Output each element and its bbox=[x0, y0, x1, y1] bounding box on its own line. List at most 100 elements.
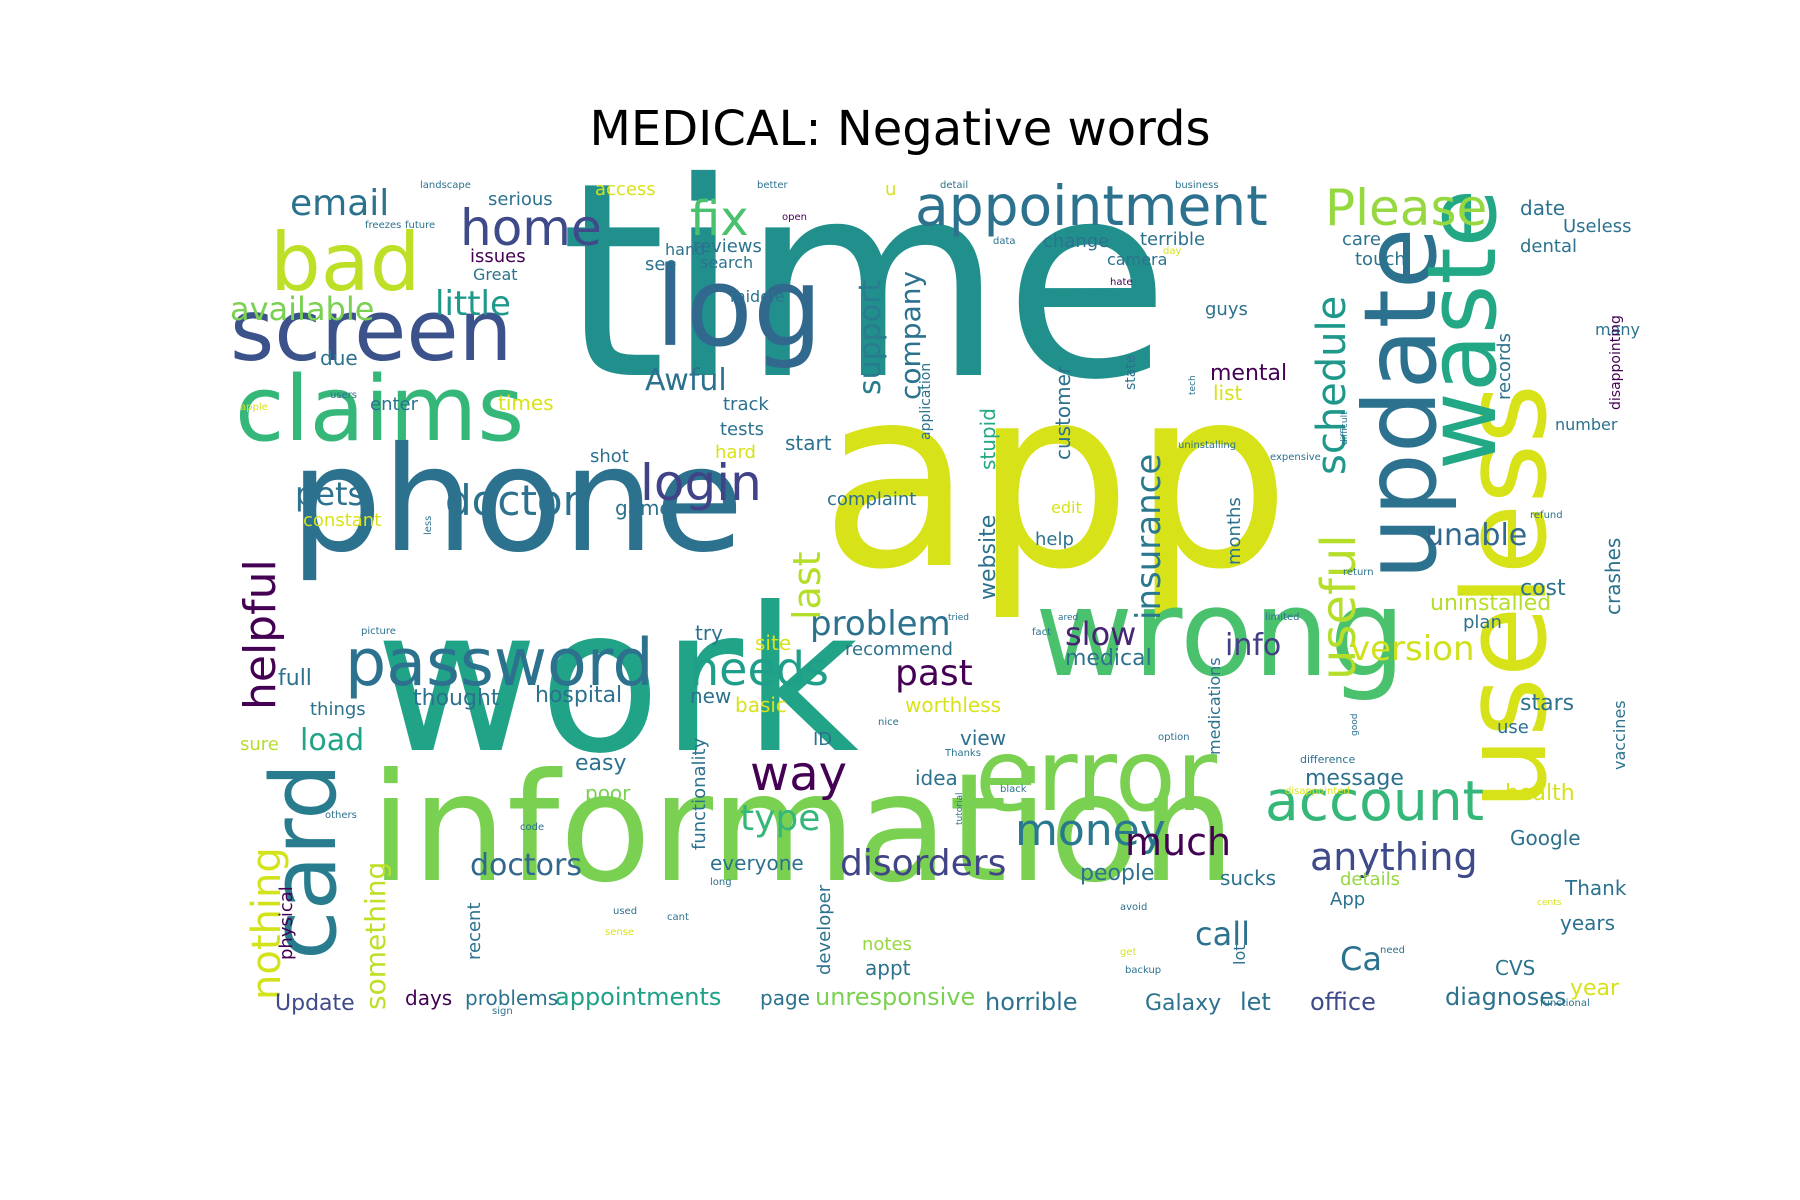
word-limited: limited bbox=[1265, 612, 1300, 623]
word-tutorial: tutorial bbox=[955, 793, 965, 825]
word-password: password bbox=[345, 626, 654, 701]
word-wrong: wrong bbox=[1035, 565, 1406, 704]
word-terrible: terrible bbox=[1140, 229, 1205, 250]
word-stars: stars bbox=[1520, 691, 1574, 716]
word-day: day bbox=[1163, 246, 1181, 257]
word-error: error bbox=[975, 717, 1218, 834]
word-black: black bbox=[1000, 784, 1027, 795]
word-worthless: worthless bbox=[905, 693, 1001, 717]
word-list: list bbox=[1213, 381, 1243, 405]
word-insurance: insurance bbox=[1129, 454, 1169, 620]
word-useless: Useless bbox=[1563, 216, 1631, 237]
word-things: things bbox=[310, 699, 366, 720]
word-easy: easy bbox=[575, 751, 627, 776]
word-hospital: hospital bbox=[535, 683, 622, 708]
word-camera: camera bbox=[1107, 250, 1167, 269]
word-diagnoses: diagnoses bbox=[1445, 983, 1567, 1011]
word-horrible: horrible bbox=[985, 988, 1078, 1016]
word-id: ID bbox=[813, 729, 832, 750]
word-option: option bbox=[1158, 732, 1190, 743]
word-future: future bbox=[405, 220, 435, 231]
word-doctor: doctor bbox=[445, 476, 581, 525]
word-cvs: CVS bbox=[1495, 956, 1535, 980]
word-access: access bbox=[595, 179, 656, 200]
word-ared: ared bbox=[1058, 613, 1078, 623]
word-past: past bbox=[895, 653, 973, 694]
word-issues: issues bbox=[470, 246, 526, 267]
word-something: something bbox=[359, 862, 392, 1010]
word-hand: hand bbox=[665, 240, 705, 259]
word-details: details bbox=[1340, 869, 1400, 890]
word-edit: edit bbox=[1051, 498, 1082, 517]
word-google: Google bbox=[1510, 826, 1581, 850]
word-tests: tests bbox=[720, 419, 764, 440]
word-appointment: appointment bbox=[915, 174, 1268, 238]
word-change: change bbox=[1043, 231, 1109, 252]
word-useful: useful bbox=[1311, 534, 1367, 680]
word-call: call bbox=[1195, 915, 1250, 953]
word-message: message bbox=[1305, 766, 1404, 791]
word-customer: customer bbox=[1051, 365, 1075, 460]
word-unable: unable bbox=[1425, 518, 1527, 553]
word-business: business bbox=[1175, 180, 1219, 191]
word-version: version bbox=[1350, 629, 1475, 669]
word-reviews: reviews bbox=[693, 236, 762, 257]
word-home: home bbox=[460, 199, 602, 257]
word-way: way bbox=[750, 746, 847, 802]
word-disappointed: disappointed bbox=[1285, 786, 1350, 797]
word-crashes: crashes bbox=[1601, 538, 1625, 615]
word-doctors: doctors bbox=[470, 848, 582, 883]
word-days: days bbox=[405, 986, 452, 1010]
word-available: available bbox=[230, 290, 374, 328]
word-card: card bbox=[252, 763, 357, 960]
word-code: code bbox=[520, 822, 544, 833]
word-difficult: difficult bbox=[1340, 411, 1350, 445]
word-return: return bbox=[1343, 567, 1374, 578]
word-tried: tried bbox=[948, 613, 969, 623]
word-need: need bbox=[1380, 945, 1405, 956]
word-info: info bbox=[1225, 628, 1281, 663]
word-mental: mental bbox=[1210, 361, 1287, 386]
word-users: users bbox=[330, 390, 357, 401]
word-vaccines: vaccines bbox=[1610, 700, 1629, 770]
word-lot: lot bbox=[1230, 944, 1249, 965]
word-due: due bbox=[320, 346, 358, 370]
word-fix: fix bbox=[690, 191, 749, 247]
word-app: app bbox=[820, 333, 1291, 624]
word-sure: sure bbox=[240, 734, 279, 755]
word-touch: touch bbox=[1355, 249, 1406, 270]
word-game: game bbox=[615, 496, 672, 520]
word-phone: phone bbox=[290, 416, 744, 585]
word-avoid: avoid bbox=[1120, 902, 1147, 913]
word-sense: sense bbox=[605, 927, 634, 938]
word-galaxy: Galaxy bbox=[1145, 991, 1221, 1016]
word-try: try bbox=[695, 621, 723, 645]
word-medications: medications bbox=[1205, 657, 1224, 755]
word-search: search bbox=[700, 253, 753, 272]
word-update: update bbox=[1342, 228, 1459, 580]
word-site: site bbox=[755, 631, 791, 655]
word-years: years bbox=[1560, 911, 1615, 935]
word-picture: picture bbox=[361, 626, 396, 637]
word-nothing: nothing bbox=[244, 847, 290, 1000]
word-months: months bbox=[1224, 497, 1245, 565]
word-shot: shot bbox=[590, 446, 629, 467]
word-waste: waste bbox=[1408, 189, 1518, 470]
word-constant: constant bbox=[303, 510, 381, 531]
word-detail: detail bbox=[940, 180, 968, 191]
word-full: full bbox=[278, 666, 312, 691]
word-website: website bbox=[976, 515, 1001, 600]
word-recent: recent bbox=[464, 902, 485, 960]
word-type: type bbox=[740, 798, 820, 839]
word-cant: cant bbox=[667, 912, 689, 923]
word-times: times bbox=[498, 391, 554, 415]
word-plan: plan bbox=[1463, 612, 1502, 633]
word-hard: hard bbox=[715, 442, 756, 463]
word-less: less bbox=[423, 516, 434, 535]
word-office: office bbox=[1310, 988, 1376, 1016]
word-many: many bbox=[1595, 320, 1640, 339]
word-sign: sign bbox=[492, 1006, 513, 1017]
word-guys: guys bbox=[1205, 299, 1248, 320]
word-thank: Thank bbox=[1564, 876, 1627, 900]
